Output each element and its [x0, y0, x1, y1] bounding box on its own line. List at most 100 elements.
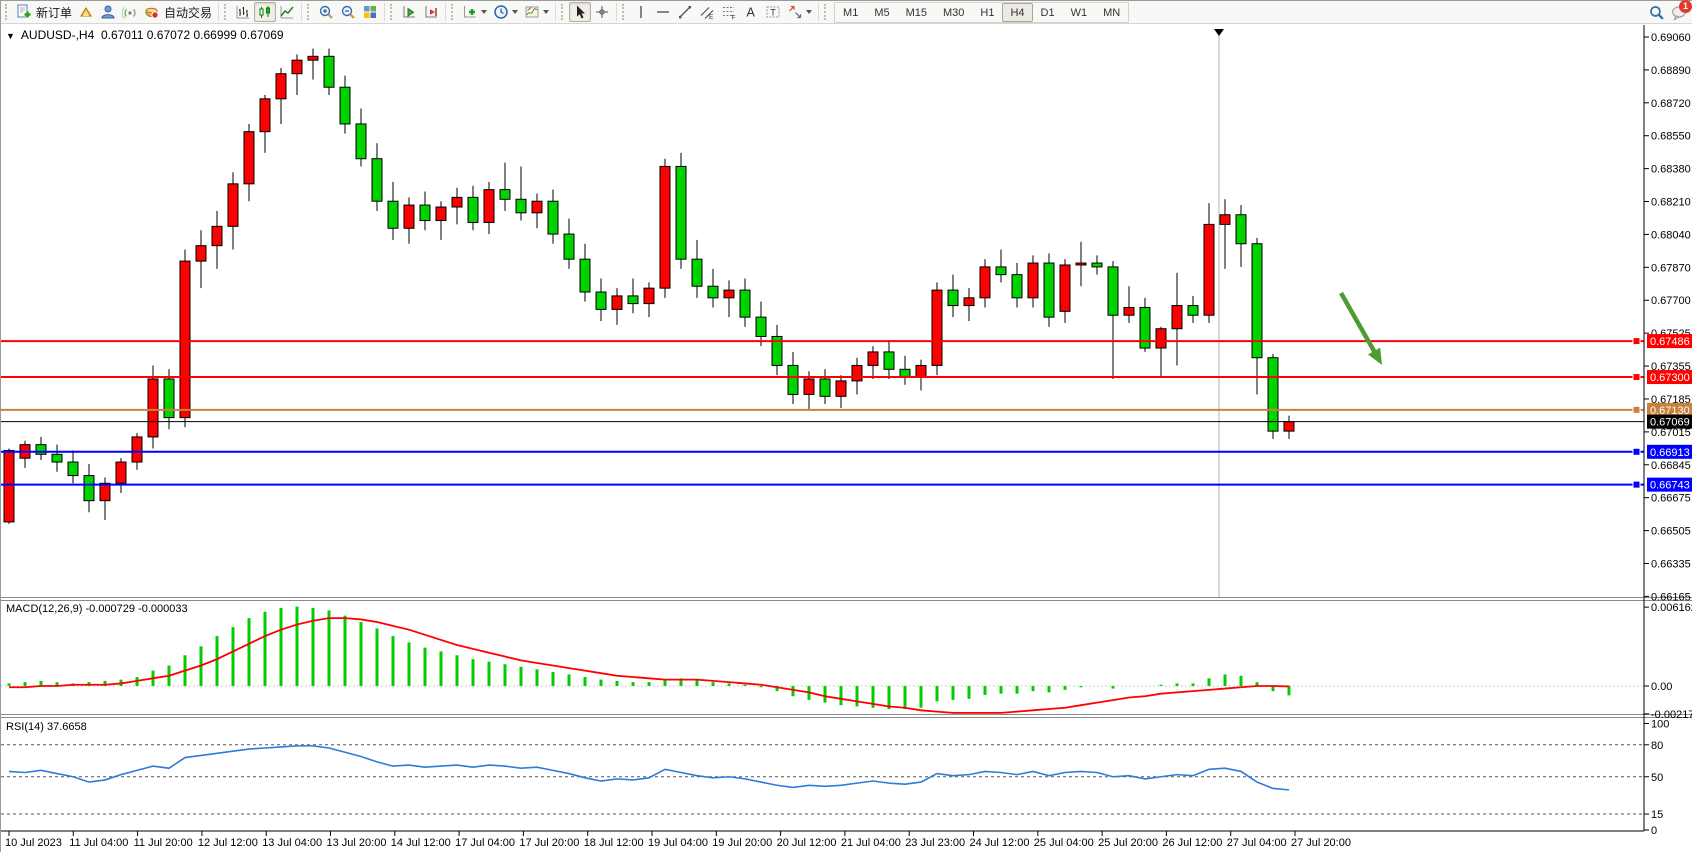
toolbar-drag-handle[interactable]	[622, 4, 626, 20]
candle-body[interactable]	[483, 189, 495, 223]
candle-body[interactable]	[275, 73, 287, 100]
signals-button[interactable]	[119, 2, 141, 22]
candle-body[interactable]	[1123, 306, 1135, 316]
toolbar-drag-handle[interactable]	[561, 4, 565, 20]
annotation-arrow[interactable]	[1339, 291, 1382, 365]
candle-body[interactable]	[771, 335, 783, 366]
auto-scroll-button[interactable]	[398, 2, 420, 22]
zoom-out-button[interactable]	[337, 2, 359, 22]
candle-body[interactable]	[851, 364, 863, 382]
candle-body[interactable]	[35, 444, 47, 455]
chevron-down-icon[interactable]	[512, 10, 519, 14]
candle-body[interactable]	[835, 380, 847, 397]
candle-body[interactable]	[3, 449, 15, 523]
candle-body[interactable]	[787, 364, 799, 395]
candle-body[interactable]	[915, 364, 927, 378]
candle-body[interactable]	[867, 351, 879, 366]
timeframe-w1-button[interactable]: W1	[1070, 6, 1088, 19]
candle-body[interactable]	[547, 200, 559, 235]
candle-body[interactable]	[515, 198, 527, 214]
candle-body[interactable]	[1091, 262, 1103, 268]
vertical-line-button[interactable]	[630, 2, 652, 22]
candle-body[interactable]	[83, 475, 95, 502]
chevron-down-icon[interactable]	[481, 10, 488, 14]
candle-body[interactable]	[211, 225, 223, 247]
fibonacci-button[interactable]: F	[718, 2, 740, 22]
candle-body[interactable]	[1155, 328, 1167, 349]
notifications-button[interactable]: 1	[1668, 0, 1692, 22]
candle-body[interactable]	[1139, 306, 1151, 349]
candle-body[interactable]	[643, 287, 655, 305]
templates-button[interactable]	[521, 2, 552, 22]
tile-windows-button[interactable]	[359, 2, 381, 22]
candle-body[interactable]	[419, 204, 431, 222]
text-label-button[interactable]: T	[762, 2, 784, 22]
line-handle[interactable]	[1632, 447, 1641, 456]
candle-body[interactable]	[227, 183, 239, 227]
candle-body[interactable]	[1219, 214, 1231, 225]
candle-body[interactable]	[883, 351, 895, 370]
candle-body[interactable]	[1203, 223, 1215, 316]
candle-body[interactable]	[579, 258, 591, 293]
candle-body[interactable]	[1235, 214, 1247, 245]
candle-body[interactable]	[675, 165, 687, 260]
candle-body[interactable]	[691, 258, 703, 287]
arrows-button[interactable]	[784, 2, 815, 22]
timeframe-d1-button[interactable]: D1	[1040, 6, 1055, 19]
candle-body[interactable]	[963, 297, 975, 307]
periods-button[interactable]	[490, 2, 521, 22]
navigator-button[interactable]	[97, 2, 119, 22]
candle-body[interactable]	[1187, 305, 1199, 316]
toolbar-drag-handle[interactable]	[224, 4, 228, 20]
zoom-in-button[interactable]	[315, 2, 337, 22]
candle-body[interactable]	[51, 453, 63, 463]
line-handle[interactable]	[1632, 480, 1641, 489]
toolbar-drag-handle[interactable]	[824, 4, 828, 20]
timeframe-h4-button[interactable]: H4	[1002, 2, 1033, 22]
auto-trading-button[interactable]: 自动交易	[141, 2, 215, 22]
search-button[interactable]	[1645, 2, 1668, 22]
timeframe-m1-button[interactable]: M1	[843, 6, 859, 19]
candle-body[interactable]	[323, 55, 335, 88]
candle-body[interactable]	[739, 289, 751, 318]
candle-body[interactable]	[499, 189, 511, 200]
chart-canvas[interactable]: 0.69060 0.68890 0.68720 0.68550 0.68380 0.682…	[1, 24, 1692, 852]
timeframe-h1-button[interactable]: H1	[980, 6, 995, 19]
text-button[interactable]: A	[740, 2, 762, 22]
candle-body[interactable]	[1283, 421, 1295, 432]
toolbar-drag-handle[interactable]	[390, 4, 394, 20]
toolbar-drag-handle[interactable]	[451, 4, 455, 20]
candle-body[interactable]	[1251, 243, 1263, 359]
candle-body[interactable]	[131, 436, 143, 463]
line-handle[interactable]	[1632, 373, 1641, 382]
candle-body[interactable]	[1011, 274, 1023, 299]
toolbar-drag-handle[interactable]	[5, 4, 9, 20]
crosshair-button[interactable]	[591, 2, 613, 22]
symbol-dropdown-icon[interactable]: ▼	[6, 31, 15, 41]
candle-body[interactable]	[195, 245, 207, 262]
chevron-down-icon[interactable]	[806, 10, 813, 14]
candle-body[interactable]	[387, 200, 399, 229]
candle-body[interactable]	[723, 289, 735, 299]
candle-body[interactable]	[707, 285, 719, 299]
candle-body[interactable]	[531, 200, 543, 214]
candle-body[interactable]	[435, 206, 447, 222]
line-handle[interactable]	[1632, 405, 1641, 414]
timeframe-mn-button[interactable]: MN	[1103, 6, 1121, 19]
market-watch-button[interactable]	[75, 2, 97, 22]
candle-body[interactable]	[355, 123, 367, 160]
cursor-button[interactable]	[569, 2, 592, 22]
candle-body[interactable]	[1107, 266, 1119, 316]
candle-body[interactable]	[899, 368, 911, 378]
candle-body[interactable]	[1267, 357, 1279, 432]
timeframe-m30-button[interactable]: M30	[943, 6, 965, 19]
indicators-button[interactable]	[459, 2, 490, 22]
candle-body[interactable]	[755, 316, 767, 337]
candle-body[interactable]	[819, 378, 831, 397]
candle-body[interactable]	[371, 158, 383, 202]
candle-body[interactable]	[563, 233, 575, 260]
candle-body[interactable]	[803, 378, 815, 395]
candle-body[interactable]	[611, 295, 623, 310]
candle-body[interactable]	[1027, 262, 1039, 299]
candle-body[interactable]	[931, 289, 943, 366]
